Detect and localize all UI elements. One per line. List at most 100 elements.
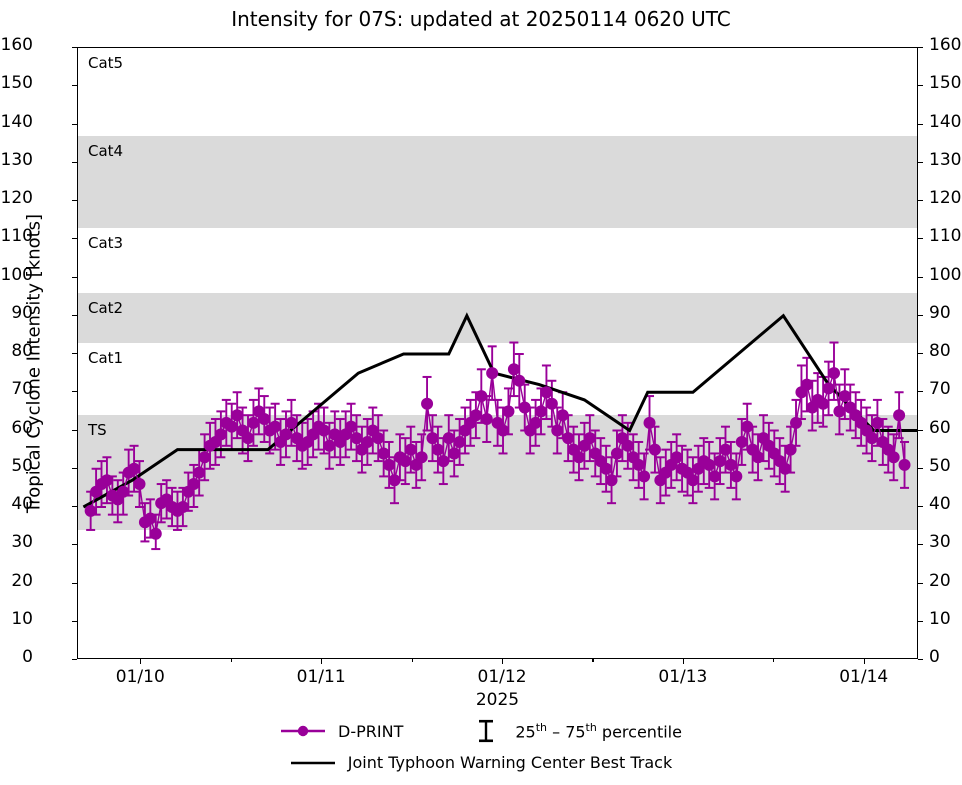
dprint-marker — [562, 432, 575, 445]
dprint-marker — [735, 435, 748, 448]
y-tick-label-right-140: 140 — [929, 111, 962, 132]
dprint-marker — [898, 458, 911, 471]
dprint-marker — [469, 409, 482, 422]
dprint-markers — [84, 363, 911, 540]
y-tick-mark-right-120 — [918, 200, 923, 202]
plot-clip: TS Cat1 Cat2 Cat3 Cat4 Cat5 — [78, 48, 917, 658]
x-tick-mark-minor-10.5 — [230, 659, 232, 662]
dprint-marker — [100, 474, 113, 487]
dprint-marker — [502, 405, 515, 418]
dprint-marker — [752, 451, 765, 464]
y-tick-label-left-120: 120 — [0, 188, 33, 208]
chart-legend: D-PRINT 25th – 75th percentile — [0, 718, 962, 772]
legend-item-percentile: 25th – 75th percentile — [475, 718, 682, 744]
dprint-marker — [144, 512, 157, 525]
chart-title: Intensity for 07S: updated at 20250114 0… — [231, 7, 731, 31]
dprint-marker — [790, 416, 803, 429]
dprint-marker — [453, 435, 466, 448]
y-tick-label-left-130: 130 — [0, 149, 33, 170]
x-tick-mark-01-12 — [502, 659, 504, 664]
x-axis-label: 2025 — [475, 690, 520, 710]
dprint-marker — [893, 409, 906, 422]
dprint-marker — [475, 390, 488, 403]
y-tick-label-left-50: 50 — [11, 455, 33, 476]
dprint-marker — [621, 439, 634, 452]
y-tick-mark-left-100 — [72, 276, 77, 278]
y-tick-mark-right-160 — [918, 47, 923, 49]
dprint-marker — [480, 413, 493, 426]
y-tick-label-right-0: 0 — [929, 647, 940, 667]
besttrack-line — [82, 312, 917, 509]
legend-item-besttrack: Joint Typhoon Warning Center Best Track — [290, 753, 672, 772]
dprint-marker — [714, 455, 727, 468]
y-tick-label-left-70: 70 — [11, 379, 33, 400]
legend-item-dprint: D-PRINT — [280, 722, 403, 741]
y-tick-mark-left-160 — [72, 47, 77, 49]
y-tick-mark-right-30 — [918, 544, 923, 546]
y-tick-label-right-90: 90 — [929, 302, 951, 323]
y-tick-label-left-10: 10 — [11, 608, 33, 629]
dprint-marker — [583, 432, 596, 445]
dprint-marker — [827, 367, 840, 380]
y-tick-label-right-10: 10 — [929, 608, 951, 629]
y-tick-label-right-70: 70 — [929, 379, 951, 400]
dprint-marker — [518, 401, 531, 414]
dprint-polyline — [89, 366, 906, 537]
dprint-marker — [377, 447, 390, 460]
x-tick-label-01-10: 01/10 — [115, 667, 165, 687]
dprint-marker — [128, 462, 141, 475]
dprint-marker — [133, 478, 146, 491]
y-tick-mark-left-110 — [72, 238, 77, 240]
dprint-marker — [399, 455, 412, 468]
y-tick-mark-left-80 — [72, 353, 77, 355]
dprint-marker — [176, 501, 189, 513]
dprint-marker — [545, 397, 558, 410]
pct-dash: – 75 — [547, 722, 586, 742]
dprint-marker — [149, 527, 162, 540]
dprint-marker — [887, 451, 900, 464]
y-tick-mark-right-10 — [918, 620, 923, 622]
dprint-marker — [193, 466, 206, 479]
dprint-marker — [269, 420, 282, 433]
y-tick-mark-left-20 — [72, 582, 77, 584]
dprint-marker — [404, 443, 417, 456]
dprint-marker — [605, 474, 618, 487]
dprint-marker — [535, 405, 548, 418]
dprint-marker — [638, 470, 651, 483]
y-tick-mark-right-20 — [918, 582, 923, 584]
dprint-marker — [84, 504, 97, 517]
y-tick-label-left-100: 100 — [0, 264, 33, 285]
besttrack-line-icon — [290, 755, 336, 771]
y-tick-mark-right-90 — [918, 314, 923, 316]
pct-word: percentile — [596, 722, 682, 742]
y-tick-label-right-110: 110 — [929, 226, 962, 247]
dprint-marker — [800, 378, 813, 391]
category-label-cat3: Cat3 — [88, 233, 124, 252]
dprint-marker — [632, 458, 645, 471]
category-band-cat4 — [78, 135, 917, 228]
y-tick-mark-right-100 — [918, 276, 923, 278]
y-tick-mark-right-60 — [918, 429, 923, 431]
dprint-marker — [345, 420, 358, 433]
y-tick-label-right-120: 120 — [929, 188, 962, 208]
dprint-marker — [838, 390, 851, 403]
dprint-marker — [572, 451, 585, 464]
dprint-marker — [643, 416, 656, 429]
dprint-marker — [388, 474, 401, 487]
category-label-cat2: Cat2 — [88, 298, 124, 317]
dprint-marker — [686, 474, 699, 487]
legend-row-1: D-PRINT 25th – 75th percentile — [0, 718, 962, 744]
dprint-marker — [225, 420, 238, 433]
dprint-marker — [361, 435, 374, 448]
y-tick-mark-left-120 — [72, 200, 77, 202]
y-tick-mark-left-130 — [72, 161, 77, 163]
category-band-cat2 — [78, 292, 917, 343]
y-tick-label-right-20: 20 — [929, 570, 951, 591]
category-label-cat4: Cat4 — [88, 141, 124, 160]
y-tick-mark-left-70 — [72, 391, 77, 393]
legend-label-percentile: 25th – 75th percentile — [515, 721, 682, 741]
dprint-marker — [741, 420, 754, 433]
y-tick-label-left-60: 60 — [11, 417, 33, 438]
dprint-marker — [247, 416, 260, 429]
